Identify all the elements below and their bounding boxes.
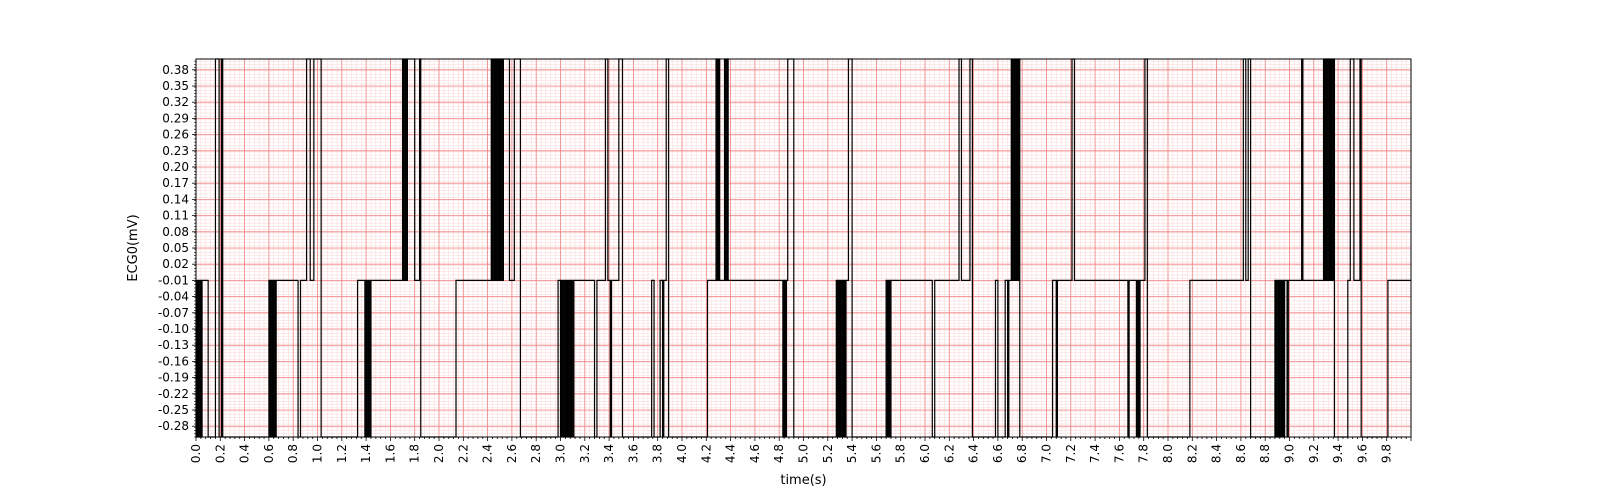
x-tick-label: 2.0: [432, 444, 446, 463]
x-tick-label: 1.8: [408, 444, 422, 463]
x-tick-label: 9.2: [1307, 444, 1321, 463]
y-tick-label: 0.23: [162, 144, 189, 158]
x-tick-label: 7.8: [1137, 444, 1151, 463]
y-tick-label: 0.14: [162, 192, 189, 206]
x-tick-label: 3.8: [651, 444, 665, 463]
y-tick-label: 0.29: [162, 111, 189, 125]
x-tick-label: 8.6: [1234, 444, 1248, 463]
y-tick-label: -0.25: [158, 403, 189, 417]
x-tick-label: 5.8: [894, 444, 908, 463]
x-tick-label: 3.2: [578, 444, 592, 463]
x-tick-label: 9.4: [1331, 444, 1345, 463]
x-tick-label: 5.0: [797, 444, 811, 463]
x-tick-label: 7.6: [1112, 444, 1126, 463]
y-tick-label: -0.16: [158, 354, 189, 368]
x-tick-label: 2.2: [456, 444, 470, 463]
x-tick-label: 9.8: [1380, 444, 1394, 463]
x-tick-label: 5.2: [821, 444, 835, 463]
x-tick-label: 4.4: [724, 444, 738, 463]
y-tick-label: -0.22: [158, 387, 189, 401]
y-tick-label: 0.26: [162, 128, 189, 142]
x-tick-label: 4.2: [699, 444, 713, 463]
y-tick-label: -0.07: [158, 306, 189, 320]
y-tick-label: 0.38: [162, 63, 189, 77]
x-tick-label: 7.2: [1064, 444, 1078, 463]
x-tick-label: 4.8: [772, 444, 786, 463]
x-tick-label: 2.4: [481, 444, 495, 463]
y-tick-label: 0.08: [162, 225, 189, 239]
x-tick-label: 3.0: [554, 444, 568, 463]
x-tick-label: 0.6: [262, 444, 276, 463]
x-tick-label: 5.6: [869, 444, 883, 463]
x-axis-label: time(s): [780, 473, 826, 488]
y-tick-label: 0.11: [162, 209, 189, 223]
x-tick-label: 6.4: [967, 444, 981, 463]
y-tick-label: 0.35: [162, 79, 189, 93]
y-tick-label: -0.28: [158, 419, 189, 433]
x-tick-label: 4.0: [675, 444, 689, 463]
x-tick-label: 6.6: [991, 444, 1005, 463]
x-tick-label: 0.0: [189, 444, 203, 463]
x-tick-label: 3.4: [602, 444, 616, 463]
y-tick-label: -0.13: [158, 338, 189, 352]
x-tick-label: 2.8: [529, 444, 543, 463]
x-tick-label: 8.0: [1161, 444, 1175, 463]
x-tick-label: 8.2: [1185, 444, 1199, 463]
y-tick-label: -0.10: [158, 322, 189, 336]
x-tick-label: 2.6: [505, 444, 519, 463]
x-tick-label: 0.4: [238, 444, 252, 463]
x-tick-label: 8.4: [1210, 444, 1224, 463]
y-axis-ticks: 0.38 0.35 0.32 0.29 0.26 0.23 0.20 0.17 0.14 0.11…: [158, 60, 196, 438]
x-tick-label: 7.4: [1088, 444, 1102, 463]
x-tick-label: 1.4: [359, 444, 373, 463]
x-tick-label: 7.0: [1040, 444, 1054, 463]
x-tick-label: 3.6: [626, 444, 640, 463]
x-tick-label: 1.6: [383, 444, 397, 463]
x-tick-label: 5.4: [845, 444, 859, 463]
x-axis-ticks: 0.0 0.2 0.4 0.6 0.8 1.0 1.2 1.4 1.6 1.8 2.0 2.2 2.4 2…: [189, 437, 1412, 463]
x-tick-label: 1.0: [311, 444, 325, 463]
y-tick-label: -0.04: [158, 290, 189, 304]
y-tick-label: 0.20: [162, 160, 189, 174]
x-tick-label: 1.2: [335, 444, 349, 463]
y-tick-label: -0.19: [158, 371, 189, 385]
x-tick-label: 8.8: [1258, 444, 1272, 463]
x-tick-label: 4.6: [748, 444, 762, 463]
x-tick-label: 9.6: [1355, 444, 1369, 463]
y-axis-label: ECG0(mV): [126, 214, 141, 281]
x-tick-label: 0.2: [213, 444, 227, 463]
x-tick-label: 9.0: [1283, 444, 1297, 463]
y-tick-label: -0.01: [158, 273, 189, 287]
x-tick-label: 6.8: [1015, 444, 1029, 463]
y-tick-label: 0.17: [162, 176, 189, 190]
x-tick-label: 6.2: [942, 444, 956, 463]
y-tick-label: 0.05: [162, 241, 189, 255]
y-tick-label: 0.32: [162, 95, 189, 109]
major-grid: [195, 59, 1412, 437]
x-tick-label: 6.0: [918, 444, 932, 463]
x-tick-label: 0.8: [286, 444, 300, 463]
y-tick-label: 0.02: [162, 257, 189, 271]
